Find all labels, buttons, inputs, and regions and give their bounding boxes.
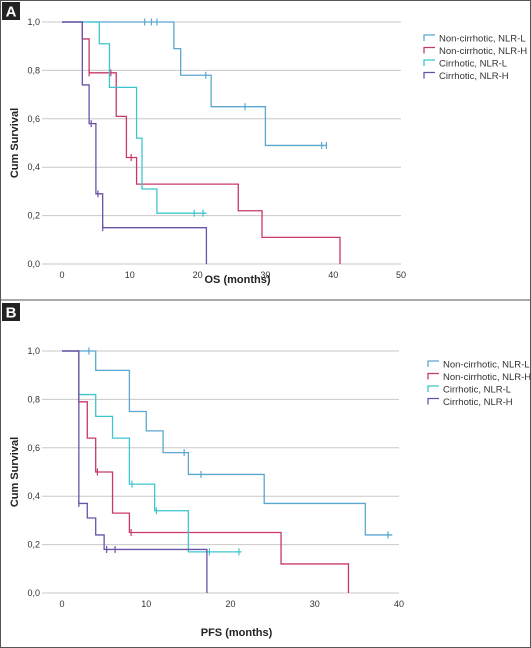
x-axis-label: OS (months) (205, 274, 271, 286)
x-tick-label: 0 (59, 599, 64, 609)
y-tick-label: 0,8 (27, 65, 40, 75)
km-curve-non-cirrhotic-nlr-h (62, 350, 350, 593)
x-tick-label: 50 (396, 270, 406, 280)
km-curve-cirrhotic-nlr-h (62, 21, 208, 264)
legend-swatch (423, 71, 435, 79)
x-axis-label: PFS (months) (201, 627, 273, 639)
x-tick-label: 30 (260, 270, 270, 280)
y-tick-label: 0,0 (27, 259, 40, 269)
km-curve-cirrhotic-nlr-h (62, 350, 208, 593)
y-tick-label: 0,6 (27, 114, 40, 124)
legend-swatch (427, 385, 439, 392)
legend-label: Cirrhotic, NLR-H (443, 397, 513, 408)
y-tick-label: 0,4 (27, 491, 40, 501)
km-curve-non-cirrhotic-nlr-l (62, 21, 327, 147)
km-curve-cirrhotic-nlr-l (62, 350, 242, 553)
x-tick-label: 20 (193, 270, 203, 280)
legend-swatch (423, 46, 435, 54)
km-curve-cirrhotic-nlr-l (62, 21, 207, 214)
legend-swatch (423, 34, 435, 41)
legend-label: Non-cirrhotic, NLR-L (439, 34, 526, 45)
legend-label: Cirrhotic, NLR-L (443, 385, 511, 396)
legend-swatch (423, 59, 435, 66)
legend-swatch (427, 372, 439, 380)
chart-panel-b: B 0,0 0,2 0,4 0,6 0,8 1,0 0 10 20 30 40 PFS (months)… (2, 303, 531, 639)
x-tick-label: 30 (310, 599, 320, 609)
y-tick-label: 0,4 (27, 162, 40, 172)
y-tick-label: 0,6 (27, 443, 40, 453)
km-curve-non-cirrhotic-nlr-h (62, 21, 341, 264)
x-tick-label: 20 (225, 599, 235, 609)
y-tick-label: 0,8 (27, 394, 40, 404)
legend-swatch (427, 360, 439, 367)
legend-label: Non-cirrhotic, NLR-L (443, 360, 530, 371)
y-tick-label: 1,0 (27, 17, 40, 27)
panel-label: A (6, 4, 17, 21)
y-tick-label: 0,2 (27, 211, 40, 221)
km-curve-non-cirrhotic-nlr-l (62, 350, 393, 536)
legend-label: Non-cirrhotic, NLR-H (439, 46, 527, 57)
x-tick-label: 0 (59, 270, 64, 280)
y-tick-label: 0,2 (27, 540, 40, 550)
legend-swatch (427, 397, 439, 405)
legend-label: Cirrhotic, NLR-H (439, 71, 509, 82)
y-tick-label: 1,0 (27, 346, 40, 356)
legend-label: Non-cirrhotic, NLR-H (443, 372, 531, 383)
y-axis-label: Cum Survival (9, 437, 21, 507)
x-tick-label: 10 (141, 599, 151, 609)
legend-label: Cirrhotic, NLR-L (439, 59, 507, 70)
panel-label: B (6, 305, 17, 322)
panel-badge (2, 303, 20, 321)
x-tick-label: 10 (125, 270, 135, 280)
chart-panel-a: A 0,0 0,2 0,4 0,6 0,8 1,0 0 10 20 30 40 50 OS (months… (0, 2, 531, 301)
x-tick-label: 40 (328, 270, 338, 280)
y-tick-label: 0,0 (27, 588, 40, 598)
x-tick-label: 40 (394, 599, 404, 609)
panel-badge (2, 2, 20, 20)
y-axis-label: Cum Survival (9, 108, 21, 178)
